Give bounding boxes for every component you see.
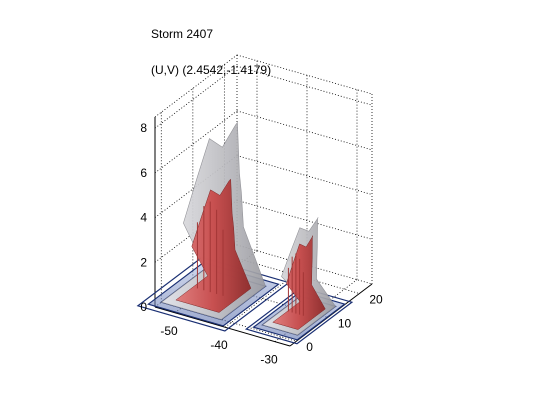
base-contour	[244, 286, 354, 345]
z-tick-label: 8	[140, 121, 147, 135]
y-tick-label: 20	[369, 293, 383, 307]
y-tick-label: 0	[306, 340, 313, 354]
grid-line	[236, 244, 373, 285]
chart-title: Storm 2407	[151, 27, 214, 41]
x-tick-label: -30	[260, 353, 278, 367]
base-contour	[252, 290, 346, 341]
grid-line	[224, 254, 360, 294]
x-tick-label: -50	[160, 324, 178, 338]
inner-isosurface	[175, 178, 252, 313]
z-tick-label: 4	[140, 211, 147, 225]
grid-line	[236, 155, 373, 195]
chart-subtitle: (U,V) (2.4542,-1.4179)	[151, 63, 272, 77]
grid-line	[224, 264, 308, 328]
grid-line	[154, 110, 238, 174]
tick-labels: 0 2 4 6 8 -50 -40 -30 0 10 20	[140, 121, 383, 366]
base-contour	[146, 261, 280, 327]
grid-line	[154, 54, 238, 118]
inner-isosurface	[272, 234, 326, 330]
grid-line	[236, 199, 373, 240]
grid-line	[154, 65, 238, 129]
grid-line	[236, 110, 373, 151]
grid-line	[236, 65, 373, 106]
x-axis-line	[154, 306, 291, 347]
isosurfaces	[136, 121, 354, 345]
grid-line	[161, 301, 297, 342]
grid-line	[236, 54, 373, 95]
z-tick-label: 0	[140, 300, 147, 314]
z-tick-label: 6	[140, 166, 147, 180]
y-tick-label: 10	[338, 316, 352, 330]
x-tick-label: -40	[210, 338, 228, 352]
z-tick-label: 2	[140, 255, 147, 269]
